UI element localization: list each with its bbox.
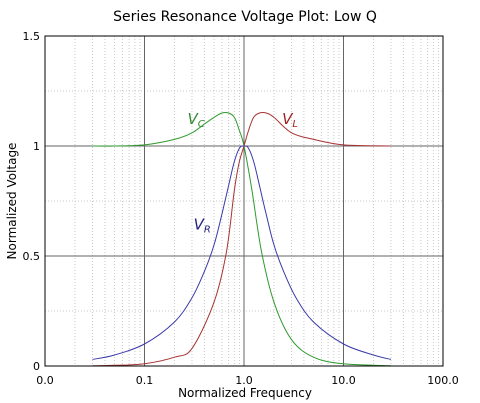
plot-frame <box>44 35 444 367</box>
x-tick-label: 0.1 <box>136 374 154 387</box>
series-group <box>92 111 392 367</box>
grid <box>45 36 443 366</box>
series-label-vr: VR <box>194 216 211 236</box>
series-line-vl <box>92 111 392 367</box>
series-line-vc <box>92 111 392 367</box>
ticks: 0.0 0.1 1.0 10.0 100.0 0 0.5 1 1.5 <box>23 30 459 387</box>
y-tick-label: 1.5 <box>23 30 41 43</box>
x-tick-label: 10.0 <box>331 374 356 387</box>
y-tick-label: 1 <box>33 140 40 153</box>
x-tick-label: 1.0 <box>235 374 253 387</box>
series-line-vr <box>92 145 392 360</box>
x-axis-label: Normalized Frequency <box>178 386 312 400</box>
series-label-vl: VL <box>282 110 298 130</box>
chart-title: Series Resonance Voltage Plot: Low Q <box>113 9 377 25</box>
x-tick-label: 100.0 <box>427 374 459 387</box>
x-tick-label: 0.0 <box>36 374 54 387</box>
y-tick-label: 0 <box>33 360 40 373</box>
series-labels: VC VL VR <box>187 110 297 236</box>
series-label-vc: VC <box>187 110 204 130</box>
y-axis-label: Normalized Voltage <box>5 143 19 260</box>
y-tick-label: 0.5 <box>23 250 41 263</box>
